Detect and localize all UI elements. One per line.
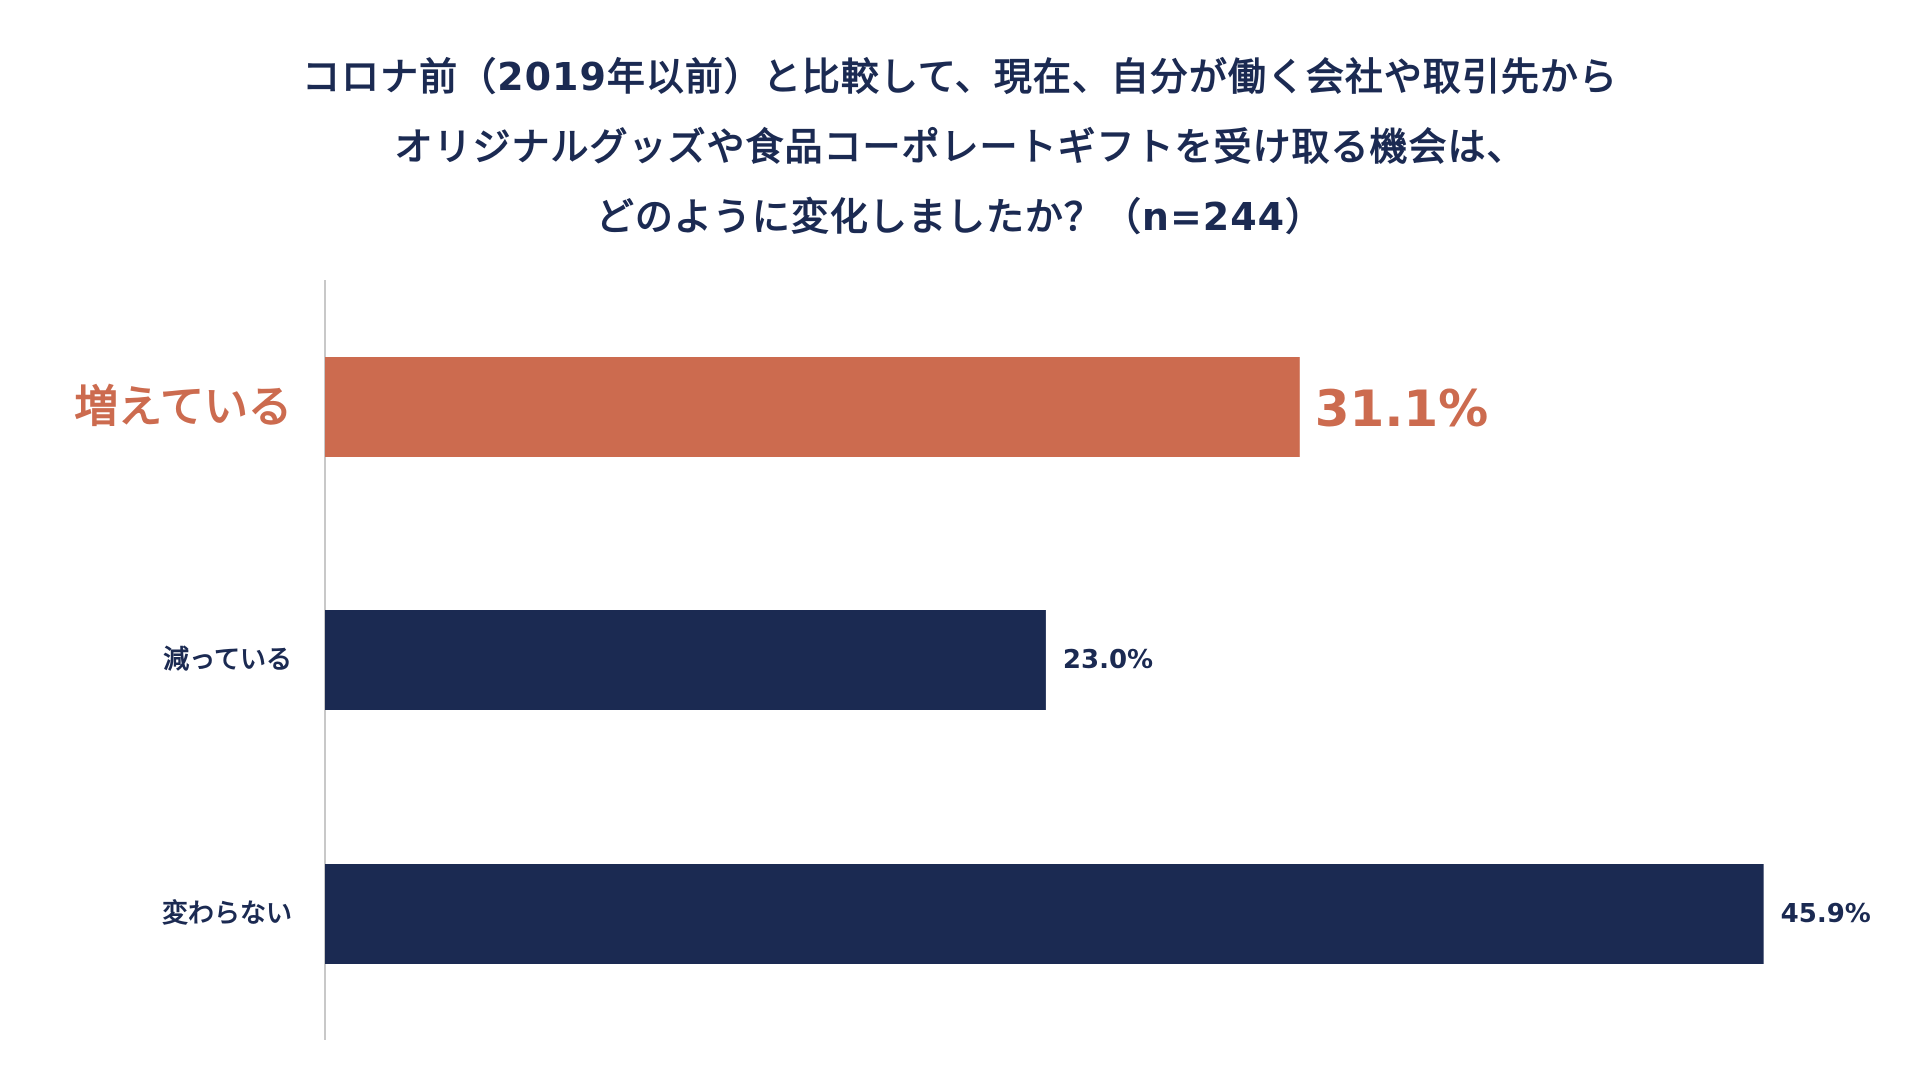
chart-title-line-1: コロナ前（2019年以前）と比較して、現在、自分が働く会社や取引先から — [302, 55, 1618, 99]
value-label-3: 45.9% — [1781, 899, 1871, 929]
category-label-1: 増えている — [74, 382, 292, 433]
bar-1 — [325, 357, 1300, 457]
bars-group: 増えている 31.1% 減っている 23.0% 変わらない 45.9% — [74, 357, 1871, 964]
chart-title: コロナ前（2019年以前）と比較して、現在、自分が働く会社や取引先から オリジナ… — [0, 42, 1920, 252]
category-label-3: 変わらない — [162, 898, 292, 929]
bar-3 — [325, 864, 1764, 964]
chart-title-line-2: オリジナルグッズや食品コーポレートギフトを受け取る機会は、 — [394, 125, 1526, 169]
category-label-2: 減っている — [163, 645, 292, 675]
value-label-2: 23.0% — [1063, 645, 1153, 675]
value-label-1: 31.1% — [1315, 380, 1488, 438]
chart-title-line-3: どのように変化しましたか？（n=244） — [595, 195, 1325, 239]
bar-2 — [325, 610, 1046, 710]
